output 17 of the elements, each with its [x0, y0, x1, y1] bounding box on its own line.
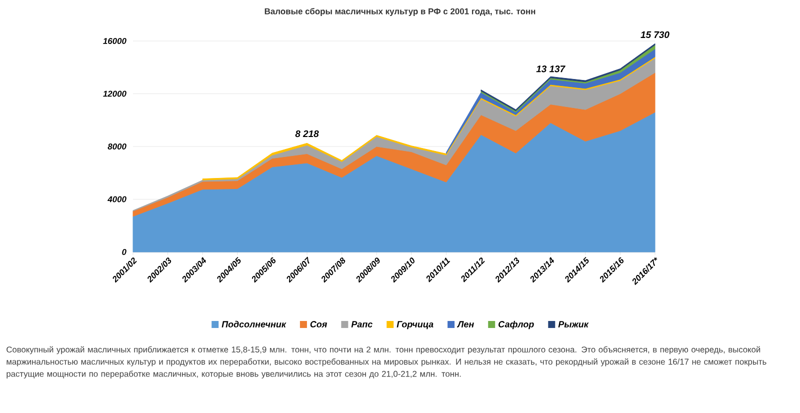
text: Совокупный урожай масличных приближается к отметке 15,8-15,9 млн. тонн, что почти на 2 млн. тонн превосходит результат прошлого сезона. Это объясняется, в первую очередь, высокой маржинальностью масличных культур и продуктов их переработки, высоко востребованных на мировых рынках. И нельзя не сказать, что рекордный урожай в сезоне 16/17 не сможет покрыть растущие мощности по переработке масличных, которые вновь увеличились на этот сезон до 21,0-21,2 млн. тонн. — [6, 346, 766, 378]
y-tick-label: 12000 — [103, 90, 126, 97]
legend-label: Рыжик — [558, 321, 589, 328]
annotation: 15 730 — [640, 31, 670, 38]
legend-label: Горчица — [396, 321, 434, 330]
legend-label: Лен — [457, 321, 474, 328]
legend-label: Рапс — [351, 321, 372, 328]
y-tick-label: 0 — [122, 249, 126, 255]
legend-label: Подсолнечник — [222, 320, 286, 328]
y-tick-label: 16000 — [103, 38, 126, 44]
annotation: 8 218 — [295, 130, 319, 138]
annotation: 13 137 — [536, 66, 566, 72]
y-tick-label: 4000 — [108, 196, 126, 202]
legend-label: Сафлор — [498, 320, 534, 330]
y-tick-label: 8000 — [108, 144, 126, 150]
chart-title: Валовые сборы масличных культур в РФ с 2001 года, тыс. тонн — [264, 8, 536, 16]
legend-label: Соя — [310, 321, 328, 328]
